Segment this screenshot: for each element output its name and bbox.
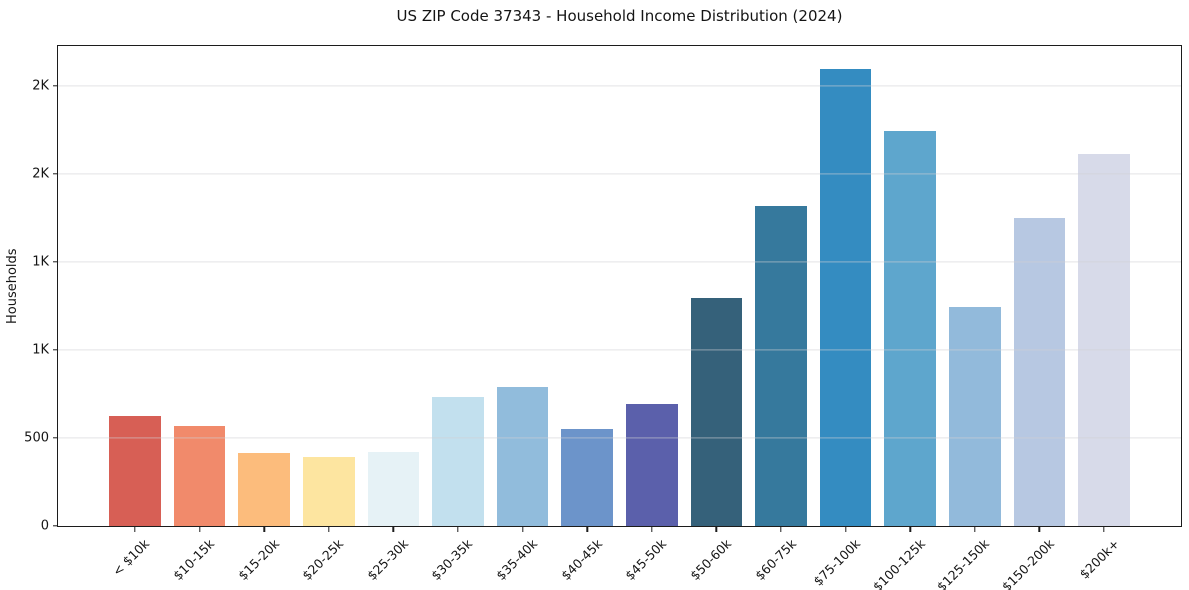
y-tick-mark — [52, 261, 57, 263]
x-tick-mark — [1103, 527, 1105, 532]
x-tick-mark — [521, 527, 524, 532]
x-tick-mark — [328, 527, 330, 532]
y-tick-label: 1K — [32, 342, 49, 358]
bar-$150-200k — [1013, 217, 1066, 526]
x-tick-label: $125-150k — [934, 536, 993, 590]
x-tick-mark — [134, 527, 136, 532]
y-tick-mark — [52, 84, 57, 87]
bar-$20-25k — [302, 457, 355, 526]
y-tick-mark — [52, 349, 57, 351]
x-tick-label: $150-200k — [998, 536, 1058, 590]
y-tick-label: 1K — [32, 254, 49, 270]
x-tick-mark — [909, 527, 911, 532]
x-tick-label: $75-100k — [810, 536, 864, 589]
y-tick-mark — [52, 525, 57, 527]
bar-< $10k — [109, 415, 161, 526]
bar-$200k+ — [1078, 154, 1130, 526]
bar-$10-15k — [173, 425, 226, 526]
bar-$15-20k — [238, 452, 290, 526]
x-tick-mark — [780, 527, 782, 532]
x-tick-label: $35-40k — [493, 536, 541, 584]
x-tick-label: $60-75k — [751, 536, 799, 584]
x-tick-label: $25-30k — [363, 536, 411, 584]
y-gridline — [58, 261, 1181, 263]
x-tick-mark — [457, 527, 459, 532]
y-tick-label: 2K — [32, 166, 49, 182]
plot-area: 0 500 1K 1K 2K 2K < $10k $10-15k $15-20k $20-25k $… — [24, 45, 1182, 590]
x-tick-label: $100-125k — [869, 536, 928, 590]
y-tick-label: 2K — [32, 78, 49, 94]
bar-$50-60k — [690, 297, 743, 526]
x-tick-mark — [651, 527, 653, 532]
bar-$40-45k — [561, 429, 614, 526]
x-tick-label: $200k+ — [1076, 536, 1122, 582]
x-tick-mark — [198, 527, 201, 532]
x-tick-label: $45-50k — [622, 536, 670, 584]
x-tick-mark — [586, 527, 588, 532]
y-gridline — [58, 173, 1181, 175]
x-tick-label: < $10k — [109, 536, 153, 579]
x-tick-label: $10-15k — [170, 536, 218, 584]
bar-$45-50k — [625, 403, 678, 526]
y-tick-label: 0 — [40, 518, 49, 534]
bar-$125-150k — [949, 306, 1001, 526]
y-axis-label: Households — [5, 248, 20, 324]
y-tick-mark — [52, 437, 57, 439]
x-tick-mark — [974, 527, 976, 532]
y-tick-mark — [52, 173, 57, 175]
y-tick-label: 500 — [24, 430, 49, 446]
x-tick-label: $50-60k — [686, 536, 735, 584]
x-tick-label: $15-20k — [234, 536, 282, 584]
chart-title: US ZIP Code 37343 - Household Income Dis… — [396, 7, 843, 25]
x-tick-mark — [263, 527, 265, 532]
x-tick-label: $30-35k — [428, 536, 476, 584]
x-tick-mark — [392, 527, 395, 532]
bar-$35-40k — [496, 386, 549, 526]
bar-$25-30k — [367, 452, 420, 526]
x-tick-mark — [715, 527, 718, 532]
y-gridline — [58, 85, 1181, 87]
bar-$100-125k — [884, 130, 937, 526]
x-tick-label: $40-45k — [557, 536, 605, 584]
bar-$60-75k — [755, 206, 807, 526]
x-tick-mark — [1038, 527, 1041, 532]
bar-$30-35k — [432, 397, 484, 526]
bar-$75-100k — [819, 68, 872, 526]
y-gridline — [58, 437, 1181, 439]
x-tick-mark — [844, 527, 847, 532]
y-gridline — [58, 349, 1181, 351]
x-tick-label: $20-25k — [299, 536, 347, 584]
